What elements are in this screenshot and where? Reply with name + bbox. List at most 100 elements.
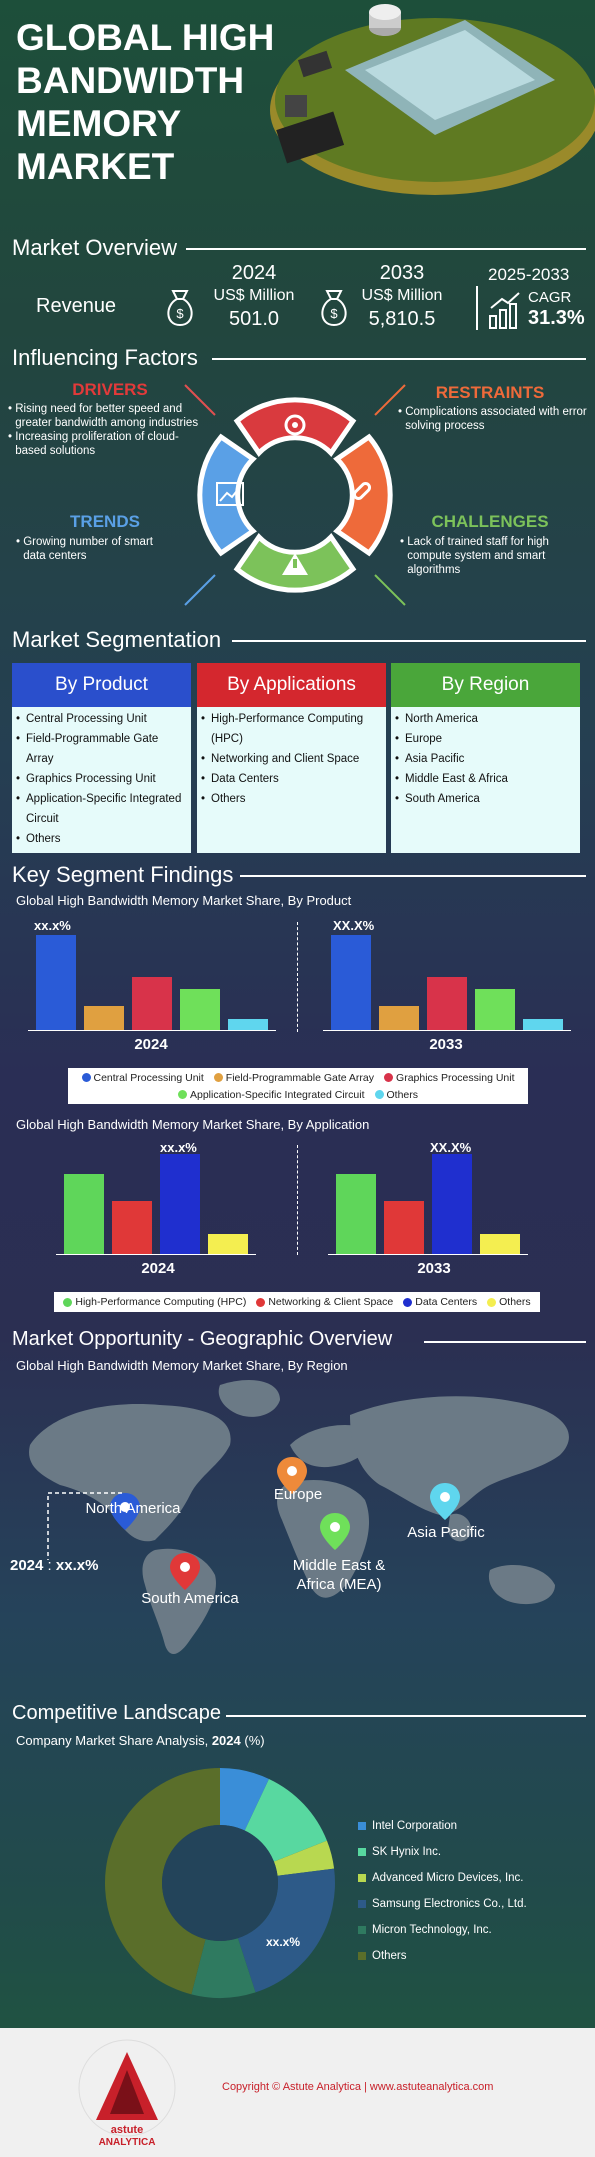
bar-others-2033 bbox=[480, 1234, 520, 1254]
geo-callout-sep: : bbox=[47, 1557, 52, 1574]
list-item: Networking and Client Space bbox=[201, 749, 382, 769]
application-2033-label: XX.X% bbox=[430, 1140, 472, 1155]
legend-item: Micron Technology, Inc. bbox=[358, 1924, 492, 1936]
product-year-2033: 2033 bbox=[429, 1036, 463, 1053]
trends-title: TRENDS bbox=[70, 512, 140, 531]
competitive-subtitle-unit: (%) bbox=[244, 1733, 265, 1748]
geo-heading: Market Opportunity - Geographic Overview bbox=[12, 1328, 393, 1350]
bar-central-processing-unit-2024 bbox=[36, 935, 76, 1030]
slice-intel-corporation bbox=[220, 1768, 269, 1831]
product-year-2024: 2024 bbox=[134, 1036, 168, 1053]
list-item: Graphics Processing Unit bbox=[16, 769, 187, 789]
bar-others-2024 bbox=[208, 1234, 248, 1254]
geo-callout-year: 2024 bbox=[10, 1557, 44, 1574]
astute-analytica-logo: astute ANALYTICA bbox=[78, 2039, 176, 2148]
money-bag-icon: $ bbox=[321, 290, 347, 327]
product-share-chart bbox=[0, 915, 595, 1055]
overview-year-1: 2024 bbox=[231, 262, 277, 284]
chip-illustration bbox=[270, 4, 595, 195]
geo-callout-value: xx.x% bbox=[55, 1557, 99, 1574]
legend-item: SK Hynix Inc. bbox=[358, 1846, 441, 1858]
drivers-title: DRIVERS bbox=[72, 380, 148, 399]
slice-micron-technology-inc- bbox=[191, 1938, 256, 1998]
drivers-item: Increasing proliferation of cloud-based … bbox=[15, 431, 179, 457]
restraints-title: RESTRAINTS bbox=[435, 383, 545, 402]
trends-list: • Growing number of smart data centers bbox=[16, 535, 176, 563]
legend-item: Data Centers bbox=[403, 1296, 477, 1308]
chart-axis bbox=[323, 1030, 571, 1031]
bar-networking-client-space-2024 bbox=[112, 1201, 152, 1254]
findings-heading: Key Segment Findings bbox=[12, 862, 234, 887]
revenue-label: Revenue bbox=[36, 295, 117, 317]
chart-axis bbox=[56, 1254, 256, 1255]
competitive-heading: Competitive Landscape bbox=[12, 1702, 222, 1724]
list-item: Data Centers bbox=[201, 769, 382, 789]
segment-applications-list: High-Performance Computing (HPC) Network… bbox=[197, 707, 386, 853]
segment-region-header: By Region bbox=[391, 663, 580, 707]
region-north-america: North America bbox=[85, 1500, 181, 1517]
competitive-subtitle-text: Company Market Share Analysis, bbox=[16, 1733, 209, 1748]
overview-year-2: 2033 bbox=[379, 262, 425, 284]
legend-item: High-Performance Computing (HPC) bbox=[63, 1296, 246, 1308]
bar-networking-client-space-2033 bbox=[384, 1201, 424, 1254]
svg-text:astute: astute bbox=[111, 2124, 143, 2136]
world-map bbox=[29, 1380, 569, 1655]
factors-wheel bbox=[184, 384, 406, 606]
application-share-chart bbox=[0, 1138, 595, 1278]
copyright-text: Copyright © Astute Analytica | www.astut… bbox=[222, 2081, 494, 2093]
legend-item: Intel Corporation bbox=[358, 1820, 457, 1832]
donut-hole bbox=[162, 1825, 278, 1941]
list-item: Others bbox=[201, 789, 382, 809]
trends-item: Growing number of smart data centers bbox=[23, 536, 153, 562]
product-2033-label: XX.X% bbox=[333, 918, 375, 933]
list-item: Field-Programmable Gate Array bbox=[16, 729, 187, 769]
legend-item: Others bbox=[374, 1089, 418, 1101]
overview-value-2: 5,810.5 bbox=[368, 308, 436, 330]
list-item: Europe bbox=[395, 729, 576, 749]
factors-heading: Influencing Factors bbox=[12, 345, 198, 370]
legend-item: Central Processing Unit bbox=[81, 1072, 204, 1084]
legend-item: Samsung Electronics Co., Ltd. bbox=[358, 1898, 527, 1910]
product-chart-title: Global High Bandwidth Memory Market Shar… bbox=[16, 893, 352, 908]
region-asia-pacific: Asia Pacific bbox=[407, 1524, 485, 1541]
legend-item: Networking & Client Space bbox=[256, 1296, 393, 1308]
svg-text:$: $ bbox=[176, 306, 184, 321]
restraints-list: • Complications associated with error so… bbox=[398, 406, 587, 432]
region-mea: Middle East & Africa (MEA) bbox=[292, 1557, 386, 1593]
list-item: High-Performance Computing (HPC) bbox=[201, 709, 382, 749]
bar-application-specific-integrated-circuit-2024 bbox=[180, 989, 220, 1030]
legend-item: Others bbox=[487, 1296, 531, 1308]
application-year-2033: 2033 bbox=[417, 1260, 451, 1277]
overview-heading: Market Overview bbox=[12, 235, 178, 260]
chart-axis bbox=[328, 1254, 528, 1255]
product-legend: Central Processing Unit Field-Programmab… bbox=[68, 1068, 528, 1104]
segment-product-header: By Product bbox=[12, 663, 191, 707]
application-year-2024: 2024 bbox=[141, 1260, 175, 1277]
bar-others-2024 bbox=[228, 1018, 268, 1030]
legend-item: Field-Programmable Gate Array bbox=[213, 1072, 374, 1084]
segmentation-heading: Market Segmentation bbox=[12, 627, 222, 652]
region-south-america: South America bbox=[141, 1590, 239, 1607]
bar-graphics-processing-unit-2024 bbox=[132, 976, 172, 1030]
geo-callout: 2024 : xx.x% bbox=[10, 1557, 98, 1574]
bar-data-centers-2033 bbox=[432, 1154, 472, 1254]
bar-data-centers-2024 bbox=[160, 1154, 200, 1254]
svg-text:$: $ bbox=[330, 306, 338, 321]
challenges-list: • Lack of trained staff for high compute… bbox=[400, 535, 588, 577]
cagr-period: 2025-2033 bbox=[488, 265, 570, 284]
overview-value-1: 501.0 bbox=[228, 308, 280, 330]
company-share-donut bbox=[105, 1768, 335, 1998]
cagr-label: CAGR bbox=[528, 289, 572, 306]
competitive-subtitle-year: 2024 bbox=[211, 1733, 241, 1748]
bar-high-performance-computing-hpc--2033 bbox=[336, 1174, 376, 1254]
list-item: Asia Pacific bbox=[395, 749, 576, 769]
region-europe: Europe bbox=[273, 1486, 323, 1503]
bar-central-processing-unit-2033 bbox=[331, 935, 371, 1030]
segment-applications-header: By Applications bbox=[197, 663, 386, 707]
page-title: GLOBAL HIGH BANDWIDTH MEMORY MARKET bbox=[16, 17, 275, 187]
growth-chart-icon bbox=[489, 292, 520, 329]
bar-high-performance-computing-hpc--2024 bbox=[64, 1174, 104, 1254]
chart-axis bbox=[28, 1030, 276, 1031]
product-2024-label: xx.x% bbox=[34, 918, 71, 933]
restraints-item: Complications associated with error solv… bbox=[405, 406, 587, 432]
